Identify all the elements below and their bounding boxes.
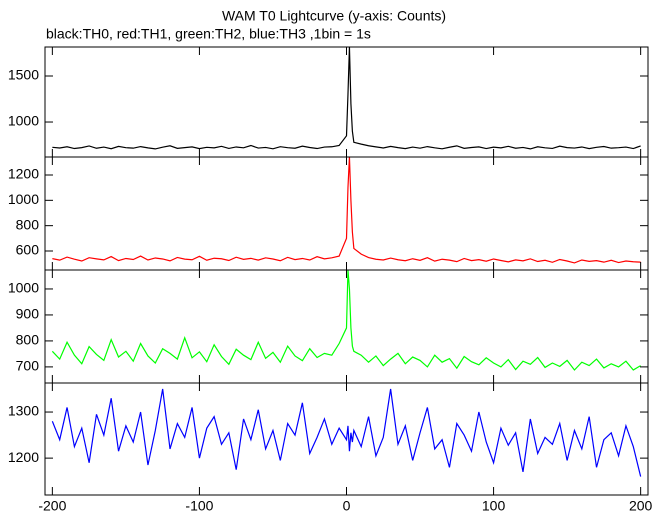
x-tick-label: 100 bbox=[482, 498, 506, 514]
panel-frame bbox=[44, 156, 649, 271]
y-tick-label: 800 bbox=[16, 216, 40, 232]
x-tick-label: 0 bbox=[343, 498, 351, 514]
y-tick-label: 700 bbox=[16, 358, 40, 374]
chart-title: WAM T0 Lightcurve (y-axis: Counts) bbox=[222, 8, 446, 24]
y-tick-label: 1200 bbox=[8, 166, 39, 182]
y-tick-label: 600 bbox=[16, 242, 40, 258]
light-curve bbox=[51, 388, 642, 477]
y-tick-label: 1300 bbox=[8, 403, 39, 419]
light-curve bbox=[51, 269, 641, 371]
light-curve bbox=[52, 46, 641, 150]
y-tick-label: 1000 bbox=[8, 191, 39, 207]
x-tick-label: -100 bbox=[185, 498, 213, 514]
y-tick-label: 900 bbox=[16, 306, 40, 322]
y-tick-label: 1500 bbox=[8, 67, 39, 83]
chart-subtitle: black:TH0, red:TH1, green:TH2, blue:TH3 … bbox=[46, 26, 371, 42]
y-tick-label: 1000 bbox=[8, 280, 39, 296]
x-tick-label: 200 bbox=[629, 498, 653, 514]
y-tick-label: 800 bbox=[16, 332, 40, 348]
y-tick-label: 1200 bbox=[8, 449, 39, 465]
x-tick-label: -200 bbox=[38, 498, 66, 514]
light-curve bbox=[52, 156, 641, 264]
y-tick-label: 1000 bbox=[8, 113, 39, 129]
panel-frame bbox=[44, 46, 649, 158]
